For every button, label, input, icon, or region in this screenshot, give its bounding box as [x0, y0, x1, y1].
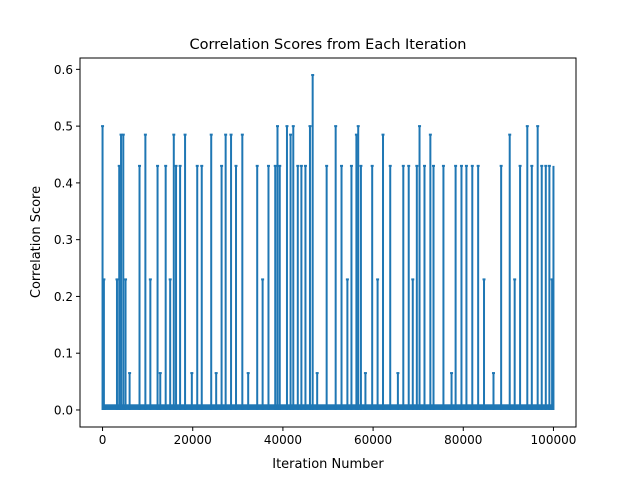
- plot-area: [101, 74, 555, 410]
- x-axis: 0 20000 40000 60000 80000 100000: [99, 427, 577, 447]
- y-tick-label: 0.1: [54, 347, 73, 361]
- y-axis: 0.0 0.1 0.2 0.3 0.4 0.5 0.6: [54, 63, 80, 417]
- y-tick-label: 0.4: [54, 176, 73, 190]
- x-tick-label: 60000: [354, 433, 392, 447]
- x-tick-label: 0: [99, 433, 107, 447]
- x-tick-label: 100000: [531, 433, 577, 447]
- chart-title: Correlation Scores from Each Iteration: [189, 37, 466, 53]
- y-tick-label: 0.6: [54, 63, 73, 77]
- series-baseline: [102, 404, 554, 410]
- y-tick-label: 0.2: [54, 290, 73, 304]
- axes-frame: [79, 57, 577, 428]
- y-axis-label: Correlation Score: [29, 186, 44, 298]
- y-tick-label: 0.0: [54, 403, 73, 417]
- x-tick-label: 80000: [444, 433, 482, 447]
- x-tick-label: 40000: [264, 433, 302, 447]
- x-tick-label: 20000: [174, 433, 212, 447]
- x-axis-label: Iteration Number: [272, 457, 384, 472]
- y-tick-label: 0.5: [54, 120, 73, 134]
- y-tick-label: 0.3: [54, 233, 73, 247]
